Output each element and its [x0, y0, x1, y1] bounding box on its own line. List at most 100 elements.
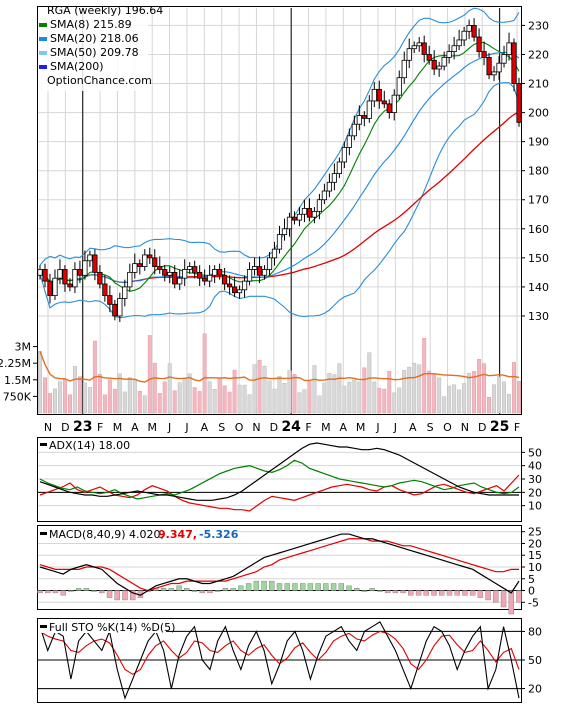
- candle-down: [147, 254, 153, 259]
- volume-bar: [422, 337, 427, 414]
- macd-signal-value: 9.347,: [158, 528, 197, 541]
- candle-down: [511, 42, 517, 84]
- volume-bar: [427, 370, 432, 414]
- macd-histogram-bar: [122, 590, 128, 601]
- volume-bar: [457, 389, 462, 414]
- candle-up: [296, 213, 303, 221]
- price-tick-label: 210: [528, 78, 549, 91]
- macd-histogram-bar: [37, 590, 43, 594]
- legend-sma200-swatch: [39, 65, 47, 69]
- volume-bar: [437, 377, 442, 414]
- macd-histogram-bar: [75, 587, 82, 591]
- candle-up: [456, 39, 462, 47]
- volume-bar: [277, 375, 282, 414]
- candle-up: [207, 274, 213, 282]
- macd-series-line: [39, 533, 520, 596]
- candle-up: [167, 271, 173, 276]
- month-label: F: [514, 421, 520, 434]
- candle-down: [386, 103, 392, 113]
- volume-bar: [237, 384, 242, 414]
- macd-histogram-bar: [454, 590, 460, 596]
- volume-tick-label: 2.25M: [0, 357, 31, 370]
- price-tick-label: 160: [528, 223, 549, 236]
- macd-histogram-bar: [114, 590, 120, 601]
- macd-histogram-bar: [168, 587, 175, 591]
- volume-bar: [312, 365, 317, 414]
- candle-down: [152, 257, 158, 267]
- candle-down: [306, 208, 313, 218]
- volume-bar: [342, 385, 347, 414]
- volume-bar: [512, 362, 516, 414]
- candle-down: [481, 51, 487, 58]
- candle-down: [471, 25, 477, 38]
- month-label: J: [184, 421, 188, 434]
- adx-series-line: [39, 442, 519, 501]
- volume-bar: [152, 362, 157, 414]
- price-tick-label: 220: [528, 48, 549, 61]
- candle-up: [461, 30, 467, 41]
- volume-bar: [97, 373, 102, 414]
- macd-histogram-bar: [292, 583, 298, 591]
- macd-histogram-bar: [307, 583, 314, 591]
- indicator-tick-label: 20: [528, 537, 542, 550]
- macd-legend: MACD(8,40,9) 4.020, 9.347, -5.326: [38, 526, 239, 541]
- volume-bar: [187, 373, 192, 414]
- volume-bar: [447, 385, 452, 414]
- candle-down: [421, 42, 427, 55]
- macd-histogram-bar: [493, 590, 499, 603]
- candle-down: [227, 283, 233, 288]
- macd-histogram-bar: [469, 590, 476, 596]
- macd-histogram-bar: [99, 590, 105, 594]
- macd-histogram-bar: [516, 590, 522, 603]
- macd-histogram-bar: [176, 585, 182, 591]
- candle-down: [222, 274, 228, 285]
- candle-up: [416, 42, 422, 47]
- volume-bar: [207, 381, 212, 414]
- candle-up: [446, 51, 452, 58]
- price-candles: [37, 18, 522, 323]
- candle-down: [381, 100, 387, 105]
- macd-histogram-bar: [214, 590, 221, 592]
- legend-sma20: SMA(20) 218.06: [50, 32, 139, 45]
- macd-lines: [39, 533, 520, 596]
- volume-bar: [117, 373, 122, 414]
- month-label: M: [113, 421, 123, 434]
- macd-title: MACD(8,40,9) 4.020,: [49, 528, 164, 541]
- candle-up: [396, 77, 402, 96]
- volume-bar: [217, 377, 222, 414]
- indicator-tick-label: -5: [528, 596, 539, 609]
- adx-title: ADX(14) 18.00: [49, 439, 130, 452]
- volume-bar: [432, 374, 437, 414]
- volume-bar: [262, 365, 267, 414]
- legend-sma8: SMA(8) 215.89: [50, 18, 132, 31]
- indicator-tick-label: 0: [528, 585, 535, 598]
- volume-bar: [232, 369, 237, 414]
- volume-bar: [307, 381, 312, 414]
- volume-bar: [397, 387, 402, 414]
- price-tick-label: 180: [528, 165, 549, 178]
- volume-bar: [107, 379, 112, 414]
- candle-down: [92, 254, 98, 273]
- month-label: S: [427, 421, 434, 434]
- volume-bar: [502, 381, 507, 414]
- stochastic-series-line: [39, 621, 520, 700]
- candle-up: [371, 88, 377, 102]
- volume-bar: [177, 382, 182, 414]
- candle-up: [52, 277, 58, 297]
- macd-histogram-bar: [45, 590, 51, 594]
- month-label: A: [131, 421, 139, 434]
- macd-histogram-bar: [245, 583, 252, 591]
- volume-tick-label: 750K: [3, 390, 32, 403]
- volume-bar: [482, 363, 487, 414]
- volume-bar: [302, 389, 307, 414]
- month-label: J: [375, 421, 379, 434]
- volume-bar: [392, 392, 397, 414]
- macd-histogram-bar: [253, 580, 260, 591]
- candle-up: [276, 234, 283, 250]
- candle-up: [301, 208, 308, 215]
- macd-histogram-bar: [60, 590, 66, 596]
- candle-down: [256, 266, 263, 276]
- macd-histogram-bar: [415, 590, 422, 596]
